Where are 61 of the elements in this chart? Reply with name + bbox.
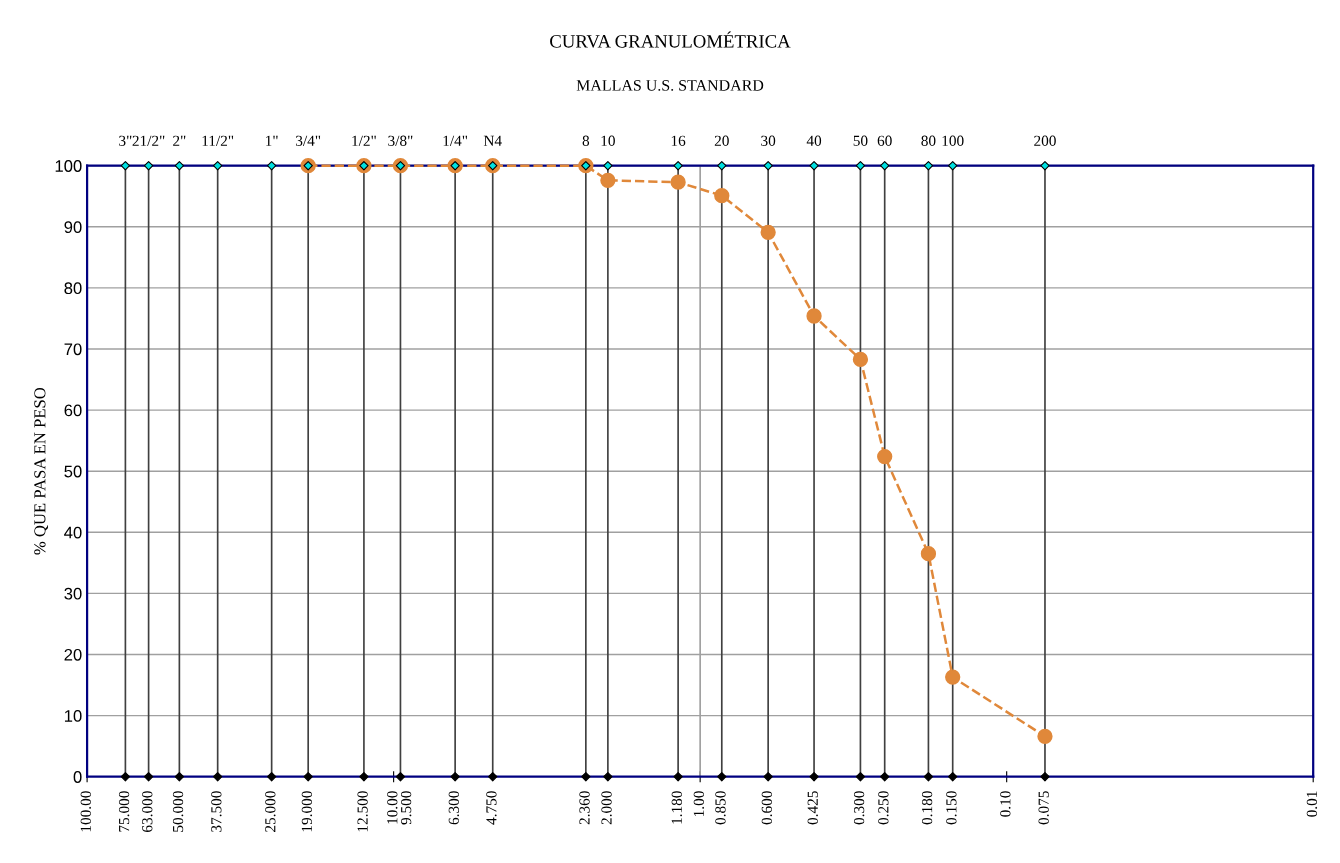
x-tick-label: 6.300 [448, 791, 460, 825]
x-tick-label: 0.250 [878, 791, 889, 825]
x-tick-label: 0.150 [946, 791, 957, 825]
annotation: 10 [601, 135, 615, 146]
y-tick-label: 10 [64, 710, 82, 722]
annotation: 60 [877, 135, 892, 146]
x-tick-label: 10.00 [387, 791, 398, 824]
y-tick-label: 80 [64, 282, 82, 295]
x-tick-label: 25.000 [265, 791, 276, 832]
y-tick-label: 70 [64, 343, 82, 356]
annotation: 1/2" [352, 135, 376, 146]
annotation: 1/4" [443, 135, 468, 146]
annotation: 8 [582, 135, 590, 146]
x-tick-label: 2.360 [579, 791, 590, 825]
y-tick-label: 90 [64, 221, 82, 233]
x-tick-label: 0.300 [853, 791, 865, 825]
x-tick-label: 1.180 [671, 791, 683, 824]
y-tick-label: 0 [73, 771, 82, 783]
annotation: 20 [714, 135, 729, 146]
x-tick-label: 0.850 [715, 791, 726, 825]
annotation: 16 [671, 135, 686, 146]
y-tick-label: 50 [64, 465, 82, 478]
x-tick-label: 9.500 [400, 791, 412, 825]
x-tick-label: 0.10 [1000, 791, 1011, 817]
annotation: 1" [266, 135, 278, 146]
y-axis-title: % QUE PASA EN PESO [34, 387, 49, 555]
annotation: N4 [483, 135, 502, 146]
annotation: 11/2" [202, 135, 234, 146]
x-tick-label: 0.600 [761, 791, 773, 825]
x-tick-label: 75.000 [118, 791, 130, 832]
x-tick-label: 50.000 [172, 791, 184, 832]
x-tick-label: 100.00 [80, 791, 91, 832]
x-tick-label: 4.750 [486, 791, 497, 825]
x-tick-label: 37.500 [211, 791, 222, 832]
x-tick-label: 63.000 [142, 791, 153, 832]
annotation: 200 [1034, 135, 1056, 146]
annotation: 2" [173, 135, 186, 146]
chart-title: CURVA GRANULOMÉTRICA [550, 31, 791, 48]
chart-subtitle: MALLAS U.S. STANDARD [576, 80, 764, 91]
x-tick-label: 1.00 [693, 791, 705, 816]
x-tick-label: 0.075 [1038, 791, 1049, 825]
annotation: 80 [921, 135, 936, 146]
x-tick-label: 19.000 [301, 791, 313, 832]
x-tick-label: 0.180 [921, 791, 933, 825]
y-tick-label: 40 [64, 526, 82, 539]
x-tick-label: 12.500 [357, 791, 368, 832]
annotation: 40 [806, 135, 822, 146]
annotation: 100 [942, 135, 964, 146]
y-tick-label: 60 [64, 404, 82, 417]
annotation: 3/8" [388, 135, 413, 146]
annotation: 3" [119, 135, 132, 146]
y-tick-label: 100 [55, 160, 82, 172]
x-tick-label: 2.000 [601, 791, 612, 825]
x-tick-label: 0.425 [807, 791, 818, 825]
annotation: 50 [853, 135, 868, 146]
annotation: 3/4" [296, 135, 321, 146]
y-tick-label: 20 [64, 648, 82, 661]
annotation: 30 [761, 135, 776, 146]
x-tick-label: 0.01 [1306, 791, 1318, 817]
y-tick-label: 30 [64, 587, 82, 600]
annotation: 21/2" [132, 135, 165, 146]
